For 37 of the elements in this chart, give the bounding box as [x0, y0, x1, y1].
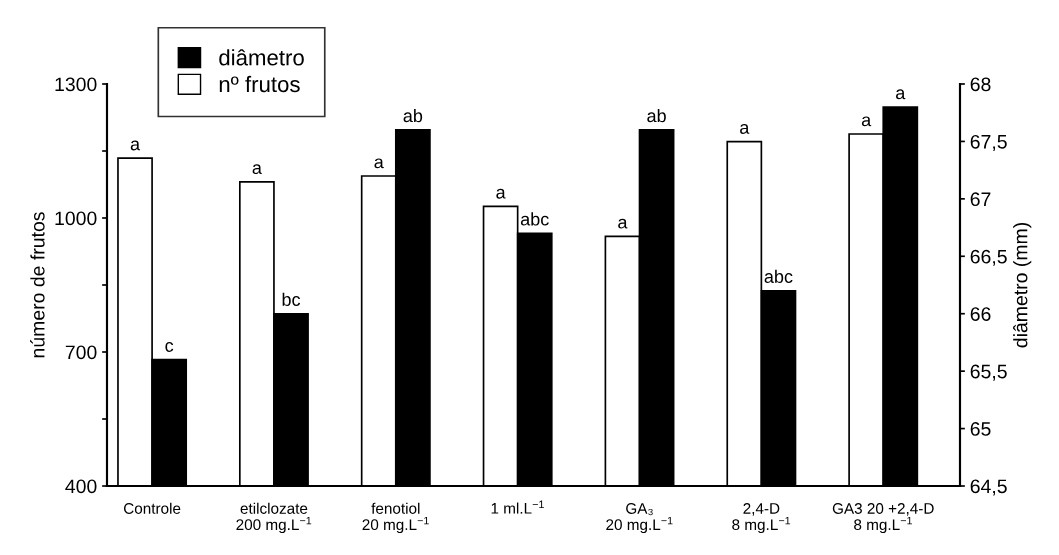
y-tick-label: 700 [65, 345, 97, 360]
y2-axis-title: diâmetro (mm) [1013, 223, 1032, 348]
data-label: ab [647, 108, 666, 123]
data-label: c [165, 342, 174, 352]
y2-tick-label: 65,5 [970, 364, 1007, 381]
x-tick-label: fenotiol 20 mg.L$^{−1}$ [362, 502, 429, 534]
x-tick-label: Controle [123, 502, 181, 514]
y-tick-label: 1300 [55, 77, 97, 92]
y2-tick-label: 66,5 [970, 249, 1007, 266]
y-axis-title: número de frutos [30, 212, 45, 358]
x-tick-label: GA₃ 20 mg.L$^{−1}$ [606, 503, 673, 534]
legend-label: nº frutos [219, 75, 300, 93]
data-label: a [861, 116, 872, 127]
x-tick-label: GA3 20 +2,4-D 8 mg.L$^{−1}$ [832, 503, 934, 534]
x-tick-label: 2,4-D 8 mg.L$^{−1}$ [732, 503, 791, 534]
data-label: ab [403, 108, 423, 123]
data-label: abc [764, 269, 793, 284]
data-label: a [252, 164, 262, 175]
y-tick-label: 1000 [55, 211, 97, 226]
data-label: a [496, 188, 506, 199]
data-label: a [740, 123, 750, 134]
y2-tick-label: 65 [970, 422, 991, 436]
y2-tick-label: 64,5 [970, 479, 1007, 496]
y2-tick-label: 66 [970, 307, 991, 321]
data-label: a [896, 89, 906, 100]
data-label: bc [282, 292, 301, 306]
data-label: a [618, 218, 628, 229]
data-label: a [130, 140, 141, 151]
y-tick-label: 400 [65, 479, 97, 494]
y2-tick-label: 67 [970, 192, 991, 207]
data-label: a [374, 158, 384, 169]
x-tick-label: etilclozate 200 mg.L$^{−1}$ [236, 502, 312, 534]
legend-label: diâmetro [219, 49, 304, 66]
x-tick-label: 1 ml.L$^{−1}$ [491, 500, 544, 514]
y2-tick-label: 68 [970, 77, 991, 92]
data-label: abc [520, 212, 549, 226]
y2-tick-label: 67,5 [970, 134, 1007, 151]
